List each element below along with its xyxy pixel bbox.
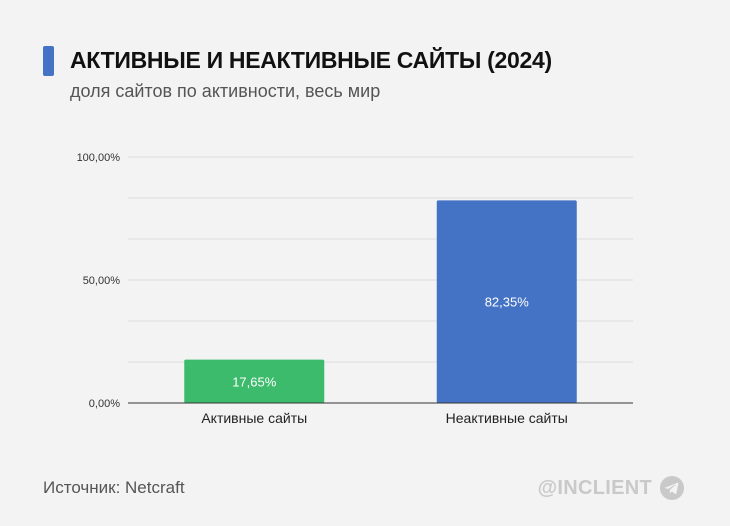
bar bbox=[436, 200, 577, 403]
x-tick-label: Активные сайты bbox=[201, 410, 307, 426]
bar bbox=[184, 359, 325, 403]
chart-title: АКТИВНЫЕ И НЕАКТИВНЫЕ САЙТЫ (2024) bbox=[70, 47, 552, 73]
title-accent-bar bbox=[43, 46, 54, 76]
y-tick-label: 50,00% bbox=[83, 275, 121, 287]
channel-handle: @INCLIENT bbox=[537, 477, 652, 499]
source-note: Источник: Netcraft bbox=[43, 478, 185, 497]
bar-data-label: 82,35% bbox=[485, 295, 530, 310]
x-tick-label: Неактивные сайты bbox=[446, 410, 568, 426]
bar-data-label: 17,65% bbox=[232, 374, 277, 389]
telegram-icon bbox=[660, 476, 684, 500]
chart-subtitle: доля сайтов по активности, весь мир bbox=[70, 81, 381, 101]
y-tick-label: 0,00% bbox=[89, 398, 120, 410]
y-tick-label: 100,00% bbox=[77, 152, 121, 164]
